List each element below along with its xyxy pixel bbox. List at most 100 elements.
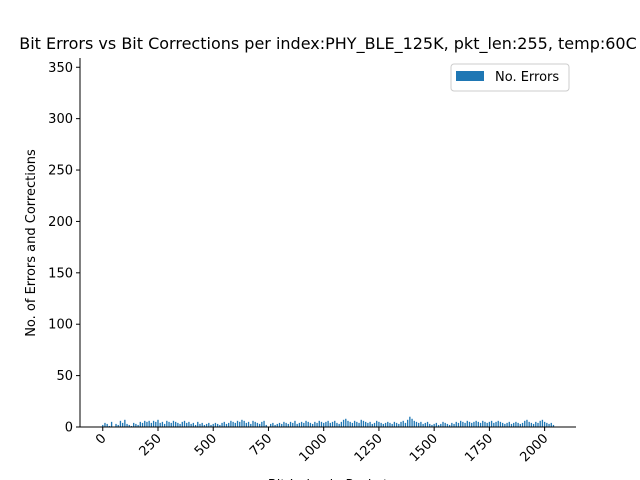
chart-title: Bit Errors vs Bit Corrections per index:… [19, 34, 637, 54]
bar [521, 422, 524, 427]
bar [115, 423, 117, 427]
x-tick-label: 1250 [352, 431, 386, 465]
bar [208, 422, 210, 427]
bar [170, 422, 172, 427]
bar [144, 420, 146, 427]
bar [186, 422, 188, 427]
bar [294, 420, 296, 427]
y-tick-label: 350 [48, 61, 73, 76]
bar [221, 422, 223, 427]
bar [539, 420, 541, 427]
bar [241, 419, 243, 427]
bar [387, 421, 389, 427]
bar [437, 424, 440, 427]
bar [309, 422, 312, 427]
bar [192, 422, 195, 427]
bar [526, 419, 528, 427]
bar [124, 419, 126, 427]
bar [473, 421, 475, 427]
bar [537, 422, 539, 427]
bar [152, 420, 155, 427]
x-tick-label: 1500 [407, 431, 441, 465]
bar [468, 421, 471, 427]
bar [530, 422, 533, 427]
bar [117, 424, 119, 427]
bar [524, 420, 526, 427]
bar [406, 419, 409, 427]
bar [197, 421, 199, 427]
x-tick-label: 500 [192, 431, 220, 459]
bar [110, 421, 113, 427]
bar [252, 420, 254, 427]
bar [462, 421, 464, 427]
bar [121, 422, 124, 427]
bar [422, 423, 424, 427]
bar [457, 422, 460, 427]
bar [499, 421, 502, 427]
bar [431, 424, 433, 427]
bar [402, 420, 404, 427]
legend-label: No. Errors [495, 70, 559, 85]
bar [345, 418, 347, 427]
bar [411, 418, 413, 427]
bar [460, 420, 462, 427]
bar [108, 425, 111, 427]
bar [188, 421, 190, 427]
bar [493, 422, 495, 427]
bar [329, 422, 331, 427]
bar [440, 423, 442, 427]
bar [250, 423, 252, 427]
bar [230, 420, 232, 427]
bar [376, 420, 378, 427]
bar [212, 423, 214, 427]
bar [199, 423, 201, 427]
legend-box [450, 63, 570, 92]
bar [371, 423, 373, 427]
x-tick-label: 1750 [462, 431, 496, 465]
x-tick-label: 0 [93, 431, 109, 447]
bar [442, 421, 444, 427]
bar [300, 421, 303, 427]
bar [128, 424, 130, 427]
bar [504, 423, 506, 427]
bar [261, 421, 263, 427]
bar [331, 421, 334, 427]
y-tick-label: 0 [65, 421, 73, 436]
bar [334, 420, 336, 427]
bar [232, 421, 234, 427]
bar [179, 423, 181, 427]
bar [239, 421, 241, 427]
bar [292, 422, 294, 427]
bar [283, 421, 285, 427]
bar [451, 422, 453, 427]
bar [155, 421, 157, 427]
bar [546, 422, 548, 427]
bar [305, 420, 307, 427]
bar [307, 421, 309, 427]
bar [342, 419, 345, 427]
bar [426, 421, 429, 427]
y-tick-label: 50 [56, 369, 73, 384]
y-tick-label: 300 [48, 112, 73, 127]
bar [347, 420, 349, 427]
bar [177, 422, 179, 427]
bar [311, 423, 314, 427]
x-tick-label: 750 [247, 431, 275, 459]
bar [389, 422, 391, 427]
bar [391, 423, 393, 427]
bar [543, 421, 546, 427]
bar [488, 421, 491, 427]
bar [234, 422, 236, 427]
bar [369, 421, 371, 427]
bar [532, 423, 535, 427]
bar [106, 423, 108, 427]
bar [314, 421, 316, 427]
bar [172, 420, 175, 427]
bar [409, 416, 411, 427]
bar [519, 423, 521, 427]
bar [168, 421, 170, 427]
bar [254, 421, 256, 427]
bar [398, 423, 400, 427]
bar [135, 423, 137, 427]
